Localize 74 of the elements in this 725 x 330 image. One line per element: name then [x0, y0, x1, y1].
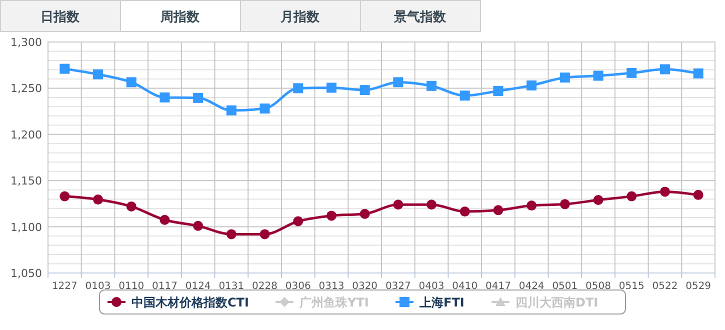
point — [460, 90, 470, 101]
point — [126, 201, 136, 212]
point — [426, 200, 437, 210]
point — [626, 68, 637, 78]
y-tick-label: 1,250 — [10, 82, 42, 96]
legend-label: 四川大西南DTI — [516, 296, 598, 310]
x-tick-label: 0327 — [385, 281, 411, 292]
point — [226, 229, 236, 240]
x-tick-label: 0410 — [452, 281, 478, 292]
x-tick-label: 0320 — [352, 281, 378, 292]
text: 景气指数 — [393, 10, 447, 25]
point — [560, 199, 570, 210]
point — [526, 80, 537, 90]
point — [626, 191, 637, 202]
legend-label: 广州鱼珠YTI — [298, 296, 369, 310]
y-tick-label: 1,300 — [10, 36, 42, 49]
point — [193, 92, 204, 103]
point — [660, 64, 670, 74]
point — [393, 77, 404, 88]
x-tick-label: 0110 — [118, 281, 144, 292]
point — [360, 85, 370, 96]
x-tick-label: 0228 — [252, 281, 278, 292]
text: 日指数 — [40, 10, 80, 25]
point — [593, 70, 604, 81]
point — [326, 210, 336, 221]
x-tick-label: 0417 — [486, 281, 511, 292]
point — [360, 208, 370, 219]
text: 月指数 — [280, 10, 320, 25]
x-tick-label: 0313 — [318, 281, 344, 292]
x-tick-label: 1227 — [52, 281, 78, 292]
y-tick-label: 1,200 — [10, 128, 42, 142]
legend-label: 上海FTI — [418, 296, 464, 310]
x-tick-label: 0131 — [218, 281, 244, 292]
point — [560, 72, 570, 83]
point — [326, 82, 336, 93]
x-tick-label: 0508 — [586, 281, 611, 292]
point — [126, 77, 136, 88]
point — [593, 195, 604, 206]
x-tick-label: 0529 — [686, 281, 712, 292]
point — [160, 214, 170, 225]
point — [160, 92, 170, 102]
y-tick-label: 1,050 — [10, 267, 42, 280]
point — [260, 229, 270, 240]
point — [526, 200, 537, 211]
x-tick-label: 0522 — [652, 281, 678, 292]
point — [60, 64, 70, 74]
x-tick-label: 0403 — [418, 281, 444, 292]
text: 周指数 — [160, 10, 200, 25]
y-tick-label: 1,100 — [10, 220, 42, 234]
point — [293, 216, 304, 226]
x-tick-label: 0424 — [518, 281, 544, 292]
x-tick-label: 0501 — [552, 281, 578, 292]
x-tick-label: 0306 — [285, 281, 311, 292]
point — [493, 205, 504, 216]
point — [660, 186, 670, 197]
point — [393, 200, 404, 210]
point — [693, 190, 704, 200]
x-tick-label: 0124 — [185, 281, 211, 292]
point — [293, 83, 304, 94]
point — [193, 220, 204, 231]
point — [693, 68, 704, 78]
point — [460, 206, 470, 217]
y-tick-label: 1,150 — [10, 174, 42, 188]
x-tick-label: 0103 — [85, 281, 111, 292]
point — [426, 80, 437, 91]
point — [226, 105, 236, 116]
point — [93, 194, 104, 205]
x-tick-label: 0117 — [152, 281, 178, 292]
point — [60, 191, 70, 202]
legend-label: 中国木材价格指数CTI — [132, 296, 249, 310]
point — [493, 86, 504, 96]
point — [260, 104, 270, 114]
point — [93, 69, 104, 80]
x-tick-label: 0515 — [618, 281, 644, 292]
